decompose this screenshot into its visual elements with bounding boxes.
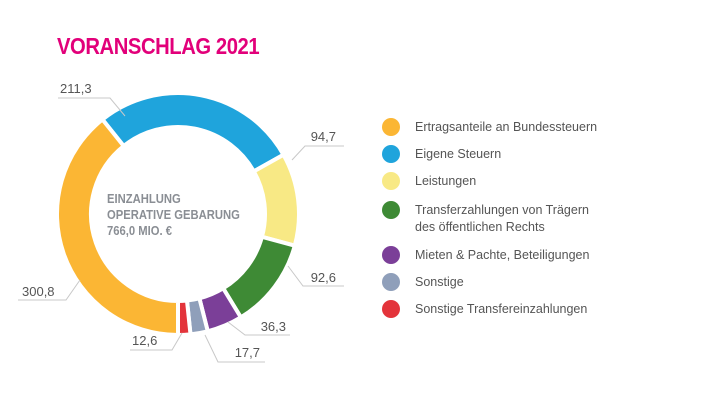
slice-eigene-steuern (99, 91, 287, 175)
legend-swatch (382, 172, 400, 190)
center-line-1: EINZAHLUNG (107, 192, 181, 206)
leader-line (18, 279, 81, 301)
center-line-2: OPERATIVE GEBARUNG (107, 208, 240, 222)
leader-line (204, 334, 265, 363)
legend-swatch (382, 118, 400, 136)
leader-line (287, 265, 344, 287)
legend-label: Sonstige (415, 275, 464, 289)
legend-item: Ertragsanteile an Bundessteuern (382, 118, 702, 136)
data-label: 211,3 (60, 81, 92, 96)
slice-leistungen (251, 152, 301, 249)
legend-label: Leistungen (415, 174, 477, 188)
center-line-3: 766,0 MIO. € (107, 224, 173, 238)
data-label: 36,3 (261, 319, 286, 334)
legend-swatch (382, 246, 400, 264)
leader-line (227, 321, 290, 336)
legend-label: Sonstige Transfereinzahlungen (415, 302, 588, 316)
leader-line (58, 97, 126, 117)
legend-swatch (382, 300, 400, 318)
legend-swatch (382, 273, 400, 291)
legend-item: Transferzahlungen von Trägern des öffentl… (382, 201, 702, 236)
data-label: 300,8 (22, 284, 55, 299)
legend-item: Sonstige Transfereinzahlungen (382, 300, 702, 318)
data-label: 92,6 (311, 270, 336, 285)
legend-label: Transferzahlungen von Trägern des öffentl… (415, 203, 589, 234)
legend-label: Mieten & Pachte, Beteiligungen (415, 248, 590, 262)
legend-swatch (382, 201, 400, 219)
leader-line (291, 145, 344, 161)
slice-ertragsanteile-an-bundessteuern (55, 116, 180, 338)
legend-label: Ertragsanteile an Bundessteuern (415, 120, 598, 134)
data-label: 12,6 (132, 333, 157, 348)
data-label: 17,7 (235, 345, 260, 360)
leader-line (130, 332, 183, 351)
legend-item: Sonstige (382, 273, 702, 291)
legend-item: Eigene Steuern (382, 145, 702, 163)
data-label: 94,7 (311, 129, 336, 144)
legend-label: Eigene Steuern (415, 147, 502, 161)
center-label: EINZAHLUNG OPERATIVE GEBARUNG 766,0 MIO.… (107, 191, 240, 239)
legend-swatch (382, 145, 400, 163)
legend-item: Leistungen (382, 172, 702, 190)
legend-item: Mieten & Pachte, Beteiligungen (382, 246, 702, 264)
chart-title: VORANSCHLAG 2021 (57, 33, 260, 59)
